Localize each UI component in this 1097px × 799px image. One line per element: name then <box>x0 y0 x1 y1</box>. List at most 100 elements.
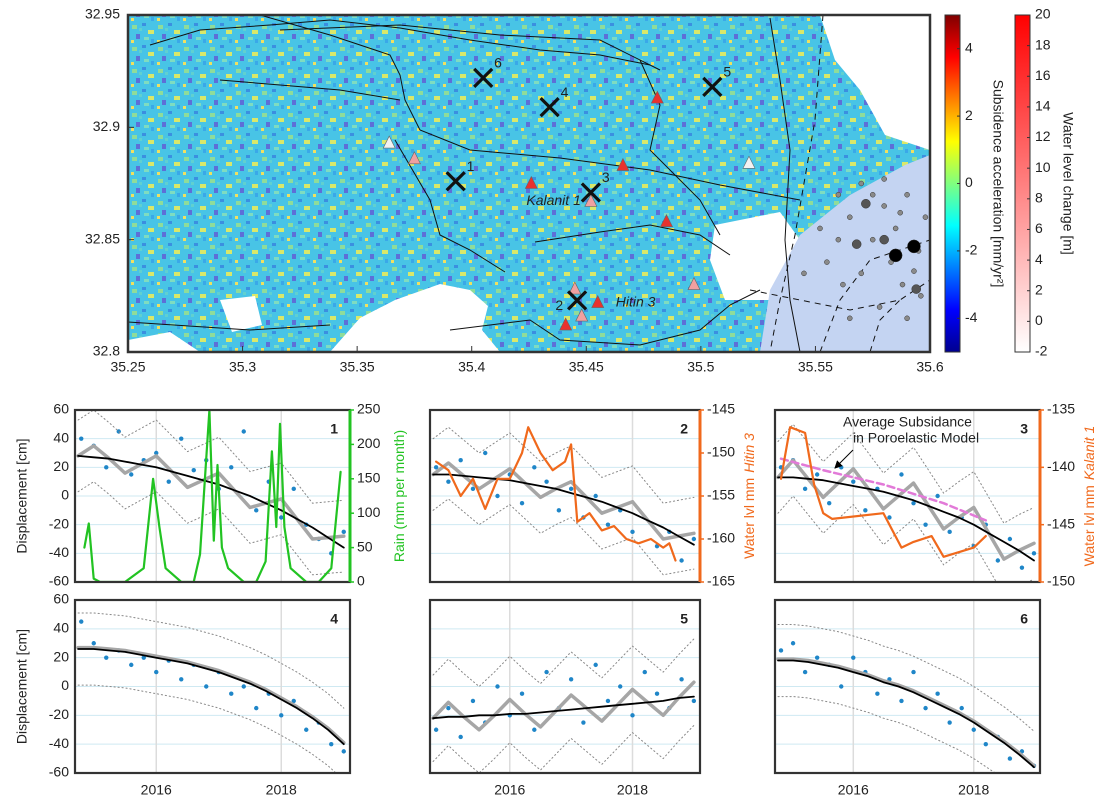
data-point <box>899 472 904 477</box>
data-point <box>911 669 916 675</box>
data-point <box>605 698 611 704</box>
x-tick-label: 35.55 <box>798 359 833 375</box>
data-point <box>179 677 184 682</box>
data-point <box>495 493 500 499</box>
colorbar-tick-label: -2 <box>965 242 978 258</box>
series-line <box>431 680 696 732</box>
y2-tick-label: 50 <box>357 538 373 554</box>
data-point <box>241 429 246 434</box>
no-data <box>128 332 200 352</box>
data-point <box>433 465 439 470</box>
earthquake <box>861 198 871 209</box>
map-marks <box>382 90 929 331</box>
data-point <box>947 529 952 535</box>
colorbar-tick-label: -2 <box>1035 343 1048 359</box>
panel-label: 2 <box>680 421 688 437</box>
y-tick-label: 60 <box>53 591 69 607</box>
data-point <box>802 669 808 675</box>
x-tick-label: 2016 <box>494 782 525 798</box>
data-point <box>104 655 109 660</box>
data-point <box>104 465 109 470</box>
y2-label-text: Rain (mm per month) <box>391 430 407 562</box>
plot-area <box>776 423 1037 582</box>
data-point <box>923 522 928 527</box>
data-point <box>254 705 259 711</box>
data-point <box>79 436 84 441</box>
data-point <box>304 727 309 732</box>
series-line <box>777 423 1035 524</box>
colorbar-tick-label: 14 <box>1035 98 1051 114</box>
earthquake <box>847 214 853 220</box>
well-label: Hitin 3 <box>616 293 656 309</box>
y2-tick-label: -135 <box>1047 401 1075 417</box>
earthquake <box>881 203 887 209</box>
y-tick-label: 32.85 <box>85 230 120 246</box>
x-tick-label: 35.6 <box>916 359 943 375</box>
y2-tick-label: -165 <box>707 573 735 589</box>
series-line <box>77 481 345 576</box>
well <box>616 157 630 171</box>
data-point <box>470 698 476 704</box>
colorbar-tick-label: 2 <box>965 107 973 123</box>
y2-line <box>779 426 987 558</box>
data-point <box>971 727 976 732</box>
y2-axis-label: Water lvl mm Kalanit 1 <box>1081 426 1097 567</box>
data-point <box>605 522 611 527</box>
panel-label: 3 <box>1020 421 1028 437</box>
data-point <box>778 648 784 653</box>
colorbar-tick-label: 20 <box>1035 6 1051 22</box>
data-point <box>458 734 463 740</box>
y-tick-label: 32.95 <box>85 6 120 22</box>
data-point <box>911 500 916 506</box>
earthquake <box>824 259 830 265</box>
data-point <box>851 479 856 484</box>
earthquake <box>840 281 846 288</box>
plot-area <box>431 638 697 773</box>
data-point <box>679 558 684 563</box>
data-point <box>827 500 832 506</box>
colorbar-tick-label: 12 <box>1035 128 1051 144</box>
point-label: 2 <box>555 297 563 313</box>
series-line <box>776 657 1036 768</box>
y-tick-label: -40 <box>49 735 69 751</box>
colorbar-tick-label: 2 <box>1035 281 1043 297</box>
earthquake <box>892 225 899 232</box>
data-point <box>532 465 537 470</box>
plot-area <box>76 612 346 773</box>
data-point <box>875 691 880 696</box>
data-point <box>519 691 525 696</box>
earthquake <box>817 225 823 232</box>
earthquake <box>858 270 865 277</box>
data-point <box>279 713 284 718</box>
earthquake <box>911 268 917 274</box>
earthquake <box>869 191 876 198</box>
data-point <box>839 684 844 689</box>
data-point <box>618 684 623 689</box>
y2-line <box>435 426 677 562</box>
panel-frame <box>73 598 352 775</box>
data-point <box>483 450 488 456</box>
data-point <box>959 705 964 711</box>
point-cross <box>702 76 723 98</box>
point-label: 6 <box>494 55 502 71</box>
data-point <box>593 662 598 668</box>
earthquake <box>911 284 922 294</box>
series-line <box>76 645 346 745</box>
data-point <box>839 465 844 470</box>
data-point <box>204 684 209 689</box>
y-tick-label: -20 <box>49 515 69 531</box>
x-tick-label: 35.4 <box>458 359 485 375</box>
point-cross <box>539 96 560 118</box>
map-frame <box>126 13 932 354</box>
y2-tick-label: -140 <box>1047 458 1075 474</box>
x-tick-label: 35.35 <box>340 359 375 375</box>
y2-label-text: Water lvl mm <box>1081 485 1097 566</box>
earthquake <box>918 293 924 299</box>
earthquake <box>897 209 903 216</box>
colorbar-tick-label: 10 <box>1035 159 1051 175</box>
y2-tick-label: -150 <box>1047 573 1075 589</box>
y-tick-label: 20 <box>53 648 69 664</box>
y2-tick-label: 250 <box>357 401 381 417</box>
y2-tick-label: 150 <box>357 470 381 486</box>
